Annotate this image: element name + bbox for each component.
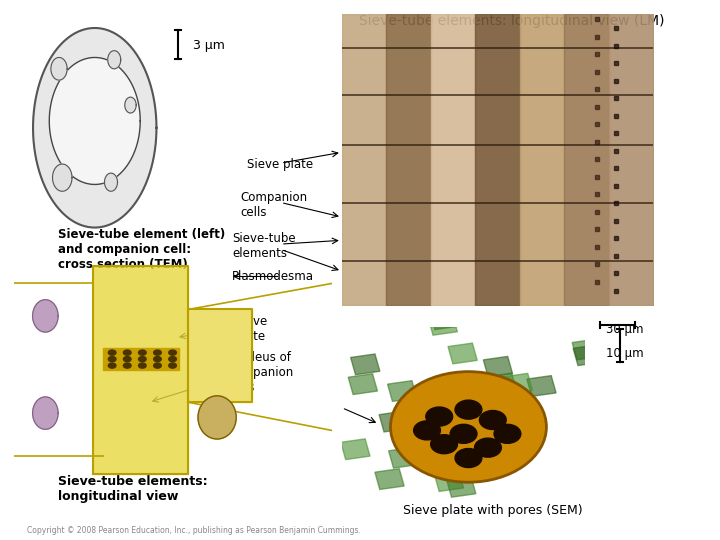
Text: 30 μm: 30 μm — [606, 323, 643, 336]
Text: Sieve plate with pores (SEM): Sieve plate with pores (SEM) — [402, 504, 582, 517]
Text: Sieve plate: Sieve plate — [247, 158, 313, 171]
Text: Companion
cells: Companion cells — [240, 191, 307, 219]
Text: Sieve-tube
elements: Sieve-tube elements — [232, 232, 296, 260]
Text: Sieve-tube elements:
longitudinal view: Sieve-tube elements: longitudinal view — [58, 475, 207, 503]
Text: Sieve
plate: Sieve plate — [235, 315, 268, 343]
Text: 10 μm: 10 μm — [606, 347, 644, 360]
Text: Plasmodesma: Plasmodesma — [232, 270, 314, 283]
Text: Sieve-tube elements: longitudinal view (LM): Sieve-tube elements: longitudinal view (… — [359, 14, 664, 28]
Text: 3 μm: 3 μm — [193, 39, 225, 52]
Text: Nucleus of
companion
cells: Nucleus of companion cells — [229, 351, 294, 394]
Text: Sieve-tube element (left)
and companion cell:
cross section (TEM): Sieve-tube element (left) and companion … — [58, 228, 225, 271]
Text: Copyright © 2008 Pearson Education, Inc., publishing as Pearson Benjamin Cumming: Copyright © 2008 Pearson Education, Inc.… — [27, 526, 361, 535]
